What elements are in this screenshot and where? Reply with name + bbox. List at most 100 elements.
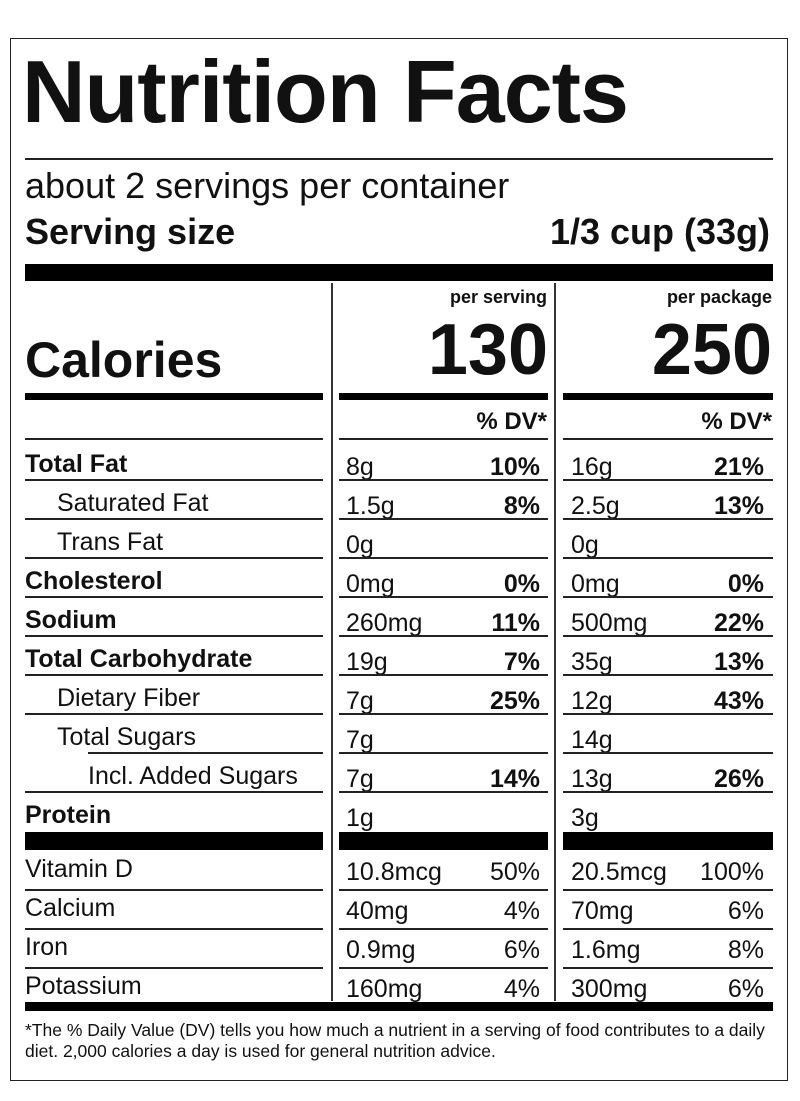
nutrient-name: Cholesterol [25,567,163,595]
vitamin-package-dv: 6% [727,897,764,925]
per-serving-header: per serving [449,287,547,307]
servings-per-container: about 2 servings per container [25,165,510,206]
nutrient-package-dv: 26% [713,765,764,793]
nutrient-name: Protein [25,801,112,829]
row-divider-2 [563,596,773,598]
serving-size-label: Serving size [25,211,236,252]
row-divider-head-1 [339,438,548,440]
row-divider-2 [563,713,773,715]
row-divider-1 [339,557,548,559]
title-divider [25,158,773,160]
row-divider-0 [25,557,323,559]
vitamin-serving-dv: 4% [503,897,540,925]
vitamin-package-dv: 6% [727,975,764,1003]
row-divider-1 [339,791,548,793]
row-divider-0 [25,518,323,520]
nutrient-package-dv: 13% [713,648,764,676]
dv-header-package: % DV* [701,408,772,435]
calories-per-serving: 130 [427,310,548,390]
nutrient-name: Trans Fat [57,528,164,556]
row-divider-0 [25,635,323,637]
vitamin-name: Vitamin D [25,855,133,883]
vitamin-serving-amount: 0.9mg [346,936,416,964]
calories-bar-mid [339,393,548,400]
nutrient-package-amount: 14g [571,726,613,754]
vitamin-divider-2 [563,967,773,969]
row-divider [339,752,548,754]
dv-header-serving: % DV* [476,408,547,435]
nutrient-serving-dv: 7% [503,648,540,676]
vitamin-bar-0 [25,832,323,850]
row-divider-2 [563,518,773,520]
row-divider-0 [25,791,323,793]
calories-per-package: 250 [651,310,772,390]
nutrient-package-dv: 13% [713,492,764,520]
row-divider [563,752,773,754]
nutrient-serving-amount: 1.5g [346,492,395,520]
nutrient-serving-amount: 19g [346,648,388,676]
serving-size-value: 1/3 cup (33g) [549,211,770,252]
nutrient-serving-dv: 10% [489,453,540,481]
row-divider-0 [25,596,323,598]
nutrient-package-dv: 21% [713,453,764,481]
vitamin-package-amount: 1.6mg [571,936,641,964]
vitamin-serving-amount: 160mg [346,975,423,1003]
vitamin-package-amount: 300mg [571,975,648,1003]
vitamin-bar-1 [339,832,548,850]
row-divider-head-2 [563,438,773,440]
nutrient-package-amount: 0g [571,531,599,559]
vitamin-serving-dv: 50% [489,858,540,886]
vitamin-serving-dv: 4% [503,975,540,1003]
nutrient-serving-amount: 7g [346,687,374,715]
vitamin-divider-0 [25,967,323,969]
vitamin-name: Potassium [25,972,142,1000]
label-title: Nutrition Facts [22,42,629,141]
nutrient-serving-dv: 14% [489,765,540,793]
nutrient-name: Total Fat [25,450,128,478]
row-divider-0 [25,713,323,715]
vitamin-package-amount: 20.5mcg [571,858,667,886]
vitamin-name: Calcium [25,894,116,922]
row-divider-1 [339,596,548,598]
vitamin-serving-dv: 6% [503,936,540,964]
nutrient-package-amount: 16g [571,453,613,481]
per-package-header: per package [666,287,772,307]
column-divider-left [331,283,333,1001]
vitamin-serving-amount: 10.8mcg [346,858,442,886]
nutrient-package-amount: 2.5g [571,492,620,520]
vitamin-divider-2 [563,928,773,930]
vitamin-package-dv: 100% [700,858,764,886]
nutrient-serving-dv: 25% [489,687,540,715]
vitamin-divider-0 [25,889,323,891]
nutrient-package-dv: 0% [727,570,764,598]
daily-value-footnote: *The % Daily Value (DV) tells you how mu… [25,1020,765,1061]
nutrient-name: Total Sugars [57,723,196,751]
calories-bar-right [563,393,773,400]
thick-bar-top [25,264,773,281]
nutrient-name: Sodium [25,606,117,634]
nutrition-label [10,38,788,1081]
nutrient-serving-amount: 7g [346,765,374,793]
nutrient-serving-amount: 0mg [346,570,395,598]
nutrient-package-dv: 22% [713,609,764,637]
nutrient-package-amount: 3g [571,804,599,832]
calories-label: Calories [25,332,223,388]
calories-bar-left [25,393,323,400]
vitamin-name: Iron [25,933,69,961]
vitamin-divider-1 [339,889,548,891]
vitamin-divider-1 [339,928,548,930]
nutrient-package-amount: 35g [571,648,613,676]
nutrient-name: Total Carbohydrate [25,645,253,673]
row-divider-0 [25,674,323,676]
row-divider [88,752,323,754]
nutrient-serving-amount: 1g [346,804,374,832]
column-divider-right [554,283,556,1001]
vitamin-bar-2 [563,832,773,850]
nutrient-package-dv: 43% [713,687,764,715]
row-divider-head-0 [25,438,323,440]
row-divider-2 [563,479,773,481]
vitamin-divider-1 [339,967,548,969]
nutrient-name: Incl. Added Sugars [88,762,298,790]
row-divider-2 [563,635,773,637]
row-divider-2 [563,674,773,676]
